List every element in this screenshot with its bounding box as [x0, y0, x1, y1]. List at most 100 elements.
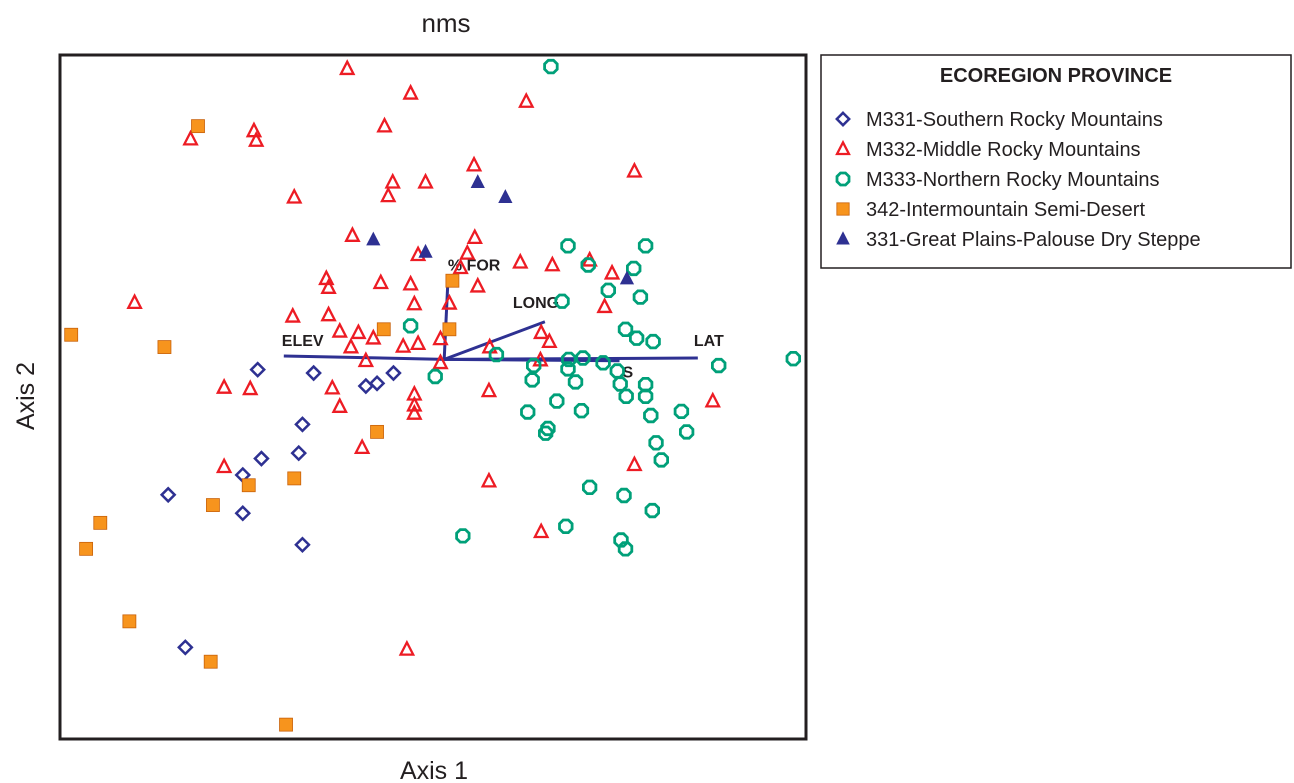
series-4 [64, 119, 460, 732]
data-point [673, 403, 690, 420]
data-points [64, 58, 801, 732]
data-point [126, 293, 143, 310]
data-point [488, 346, 505, 363]
data-point [629, 330, 645, 346]
data-point [402, 318, 419, 334]
data-point [353, 438, 371, 455]
data-point [452, 258, 469, 275]
data-point [320, 305, 337, 322]
data-point [544, 255, 561, 272]
data-point [567, 374, 584, 390]
series-5 [366, 174, 635, 285]
data-point [406, 403, 423, 420]
data-point [344, 226, 361, 242]
data-point [582, 479, 598, 496]
data-point [626, 161, 643, 178]
legend-title: ECOREGION PROVINCE [940, 65, 1172, 87]
data-point [558, 518, 574, 534]
data-point [368, 375, 386, 392]
data-point [618, 388, 634, 405]
data-point [409, 334, 427, 351]
legend-label: 331-Great Plains-Palouse Dry Steppe [866, 229, 1201, 251]
data-point [287, 471, 302, 486]
data-point [612, 376, 628, 392]
data-point [526, 357, 542, 374]
data-point [596, 297, 613, 314]
data-point [626, 455, 643, 472]
data-point [157, 340, 172, 354]
legend-marker [836, 202, 850, 216]
data-point [215, 457, 233, 474]
data-point [279, 717, 293, 732]
data-point [617, 321, 634, 338]
vector-label: LONG [513, 295, 559, 312]
legend-marker [836, 231, 850, 245]
data-point [644, 502, 660, 519]
series-2 [126, 59, 721, 656]
data-point [561, 351, 577, 368]
legend-label: M332-Middle Rocky Mountains [866, 139, 1141, 161]
data-point [182, 129, 199, 146]
data-point [643, 407, 659, 424]
data-point [284, 306, 301, 323]
data-point [331, 397, 348, 413]
y-axis-label: Axis 2 [12, 362, 40, 430]
data-point [785, 350, 801, 367]
data-point [679, 424, 695, 440]
data-point [637, 238, 654, 254]
data-point [318, 269, 335, 286]
data-point [432, 329, 449, 346]
data-point [498, 189, 513, 204]
data-point [626, 260, 642, 277]
data-point [616, 487, 632, 504]
plot-frame [58, 53, 808, 741]
data-point [380, 186, 397, 203]
data-point [518, 91, 535, 108]
data-point [79, 541, 94, 556]
legend-marker [835, 111, 851, 127]
data-point [406, 395, 423, 412]
data-point [406, 294, 423, 311]
data-point [290, 444, 307, 462]
data-point [365, 328, 382, 345]
data-point [704, 391, 721, 408]
x-axis-label: Axis 1 [400, 757, 468, 783]
data-point [442, 322, 457, 337]
legend-label: 342-Intermountain Semi-Desert [866, 199, 1145, 221]
vector-label: ELEV [282, 333, 324, 350]
data-point [402, 274, 419, 291]
data-point [234, 505, 252, 522]
data-point [573, 402, 590, 419]
data-point [366, 231, 381, 246]
data-point [560, 361, 576, 377]
data-point [215, 377, 233, 394]
legend: ECOREGION PROVINCE M331-Southern Rocky M… [820, 54, 1292, 269]
data-point [159, 486, 177, 504]
data-point [480, 381, 498, 398]
data-point [384, 172, 401, 189]
data-point [645, 333, 661, 350]
data-point [206, 498, 220, 512]
data-point [357, 351, 375, 368]
data-point [122, 614, 137, 629]
data-point [64, 327, 79, 342]
data-point [242, 379, 259, 396]
data-point [305, 364, 322, 382]
data-point [532, 522, 550, 539]
data-point [711, 357, 727, 374]
data-point [541, 332, 558, 348]
data-point [543, 58, 559, 75]
data-point [466, 228, 483, 245]
vector-label: LAT [694, 333, 724, 350]
data-point [575, 350, 591, 366]
data-point [603, 263, 621, 280]
data-point [376, 322, 391, 337]
vector-label: S [623, 365, 634, 382]
data-point [538, 425, 554, 441]
data-point [455, 528, 471, 544]
data-point [331, 321, 348, 338]
data-point [470, 174, 485, 188]
data-point [241, 478, 256, 493]
